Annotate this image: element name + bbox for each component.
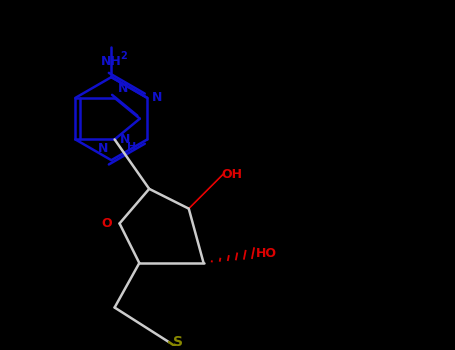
- Text: N: N: [98, 142, 108, 155]
- Text: NH: NH: [101, 55, 121, 68]
- Text: O: O: [101, 217, 111, 230]
- Text: OH: OH: [222, 168, 243, 181]
- Text: N: N: [152, 91, 162, 104]
- Text: H: H: [127, 142, 136, 152]
- Text: N: N: [120, 133, 130, 146]
- Text: S: S: [173, 335, 183, 349]
- Text: N: N: [117, 82, 128, 95]
- Text: HO: HO: [256, 247, 277, 260]
- Polygon shape: [189, 174, 223, 209]
- Text: 2: 2: [120, 51, 127, 61]
